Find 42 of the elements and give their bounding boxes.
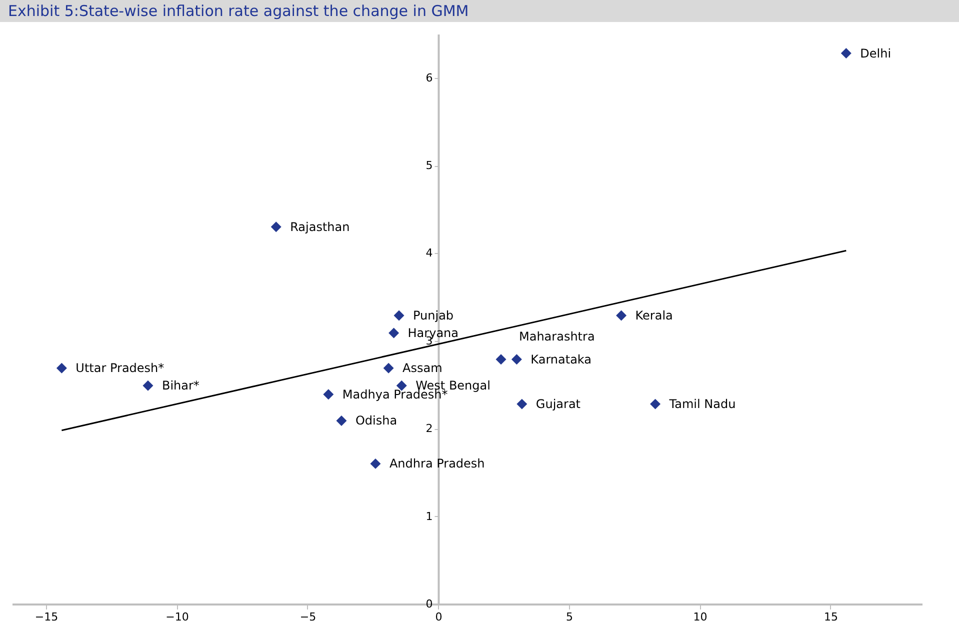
y-tick-label: 5 [426, 159, 433, 172]
point [370, 458, 381, 469]
x-tick-label: 10 [693, 610, 708, 624]
y-tick-label: 0 [426, 598, 433, 610]
point [650, 398, 661, 410]
x-tick-label: −15 [34, 610, 58, 624]
annotation: Rajasthan [290, 220, 350, 234]
point [383, 362, 394, 374]
chart-title: Exhibit 5:State-wise inflation rate against the change in GMM [0, 0, 959, 22]
annotation: Maharashtra [518, 329, 595, 344]
point [496, 354, 506, 365]
annotation: Delhi [860, 46, 892, 60]
annotation: Tamil Nadu [668, 397, 736, 412]
point [516, 398, 528, 410]
annotation: Odisha [355, 414, 398, 428]
annotation: Karnataka [530, 352, 592, 366]
annotation: Punjab [413, 308, 454, 322]
point [142, 380, 154, 391]
point [388, 328, 400, 338]
point [616, 310, 627, 321]
annotation: Andhra Pradesh [389, 456, 485, 471]
y-tick-label: 6 [426, 71, 433, 84]
annotation: Bihar* [162, 378, 200, 393]
y-tick-label: 2 [426, 422, 433, 436]
x-tick-label: −10 [166, 610, 189, 624]
annotation: Uttar Pradesh* [76, 361, 164, 376]
x-tick-label: 5 [566, 610, 573, 624]
point [56, 362, 67, 374]
point [270, 222, 282, 232]
y-tick-label: 4 [426, 246, 433, 260]
annotation: Kerala [635, 308, 673, 322]
y-tick-label: 1 [426, 510, 433, 523]
point [511, 354, 522, 365]
point [840, 48, 852, 59]
x-tick-label: 15 [824, 610, 838, 624]
point [394, 310, 404, 321]
x-tick-label: 0 [435, 610, 442, 624]
point [336, 415, 347, 426]
point [323, 389, 334, 400]
x-tick-label: −5 [300, 610, 316, 624]
annotation: Assam [402, 361, 442, 376]
annotation: Gujarat [536, 397, 581, 412]
